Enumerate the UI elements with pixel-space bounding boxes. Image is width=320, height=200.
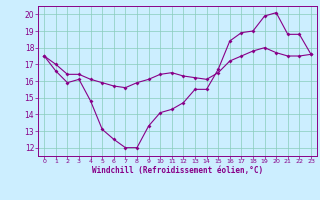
X-axis label: Windchill (Refroidissement éolien,°C): Windchill (Refroidissement éolien,°C) xyxy=(92,166,263,175)
